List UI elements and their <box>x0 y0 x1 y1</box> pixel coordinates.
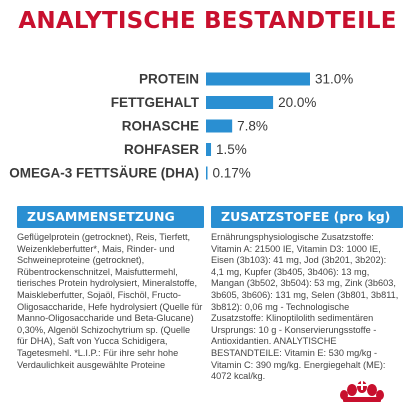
additives-header: ZUSATZSTOFEE (pro kg) <box>211 206 403 228</box>
category-label: PROTEIN <box>139 72 199 87</box>
bar <box>206 166 208 180</box>
category-label: OMEGA-3 FETTSÄURE (DHA) <box>9 166 199 181</box>
category-label: ROHASCHE <box>122 119 199 134</box>
additives-text: Ernährungsphysiologische Zusatzstoffe: V… <box>211 232 399 382</box>
value-label: 31.0% <box>315 72 353 87</box>
page-title: ANALYTISCHE BESTANDTEILE <box>18 8 397 34</box>
value-label: 7.8% <box>237 119 268 134</box>
value-label: 1.5% <box>216 142 247 157</box>
nutrient-bar-chart: PROTEIN 31.0% FETTGEHALT 20.0% ROHASCHE 7.8% R… <box>9 72 353 181</box>
bar <box>206 72 310 86</box>
category-label: ROHFASER <box>124 142 199 157</box>
category-label: FETTGEHALT <box>111 95 200 110</box>
value-label: 20.0% <box>278 95 316 110</box>
bar <box>206 143 212 156</box>
composition-header: ZUSAMMENSETZUNG <box>17 206 204 228</box>
bar <box>206 96 274 109</box>
composition-text: Geflügelprotein (getrocknet), Reis, Tier… <box>17 232 203 370</box>
brand-crown-logo <box>340 380 384 402</box>
bar <box>206 119 233 133</box>
value-label: 0.17% <box>213 166 251 181</box>
